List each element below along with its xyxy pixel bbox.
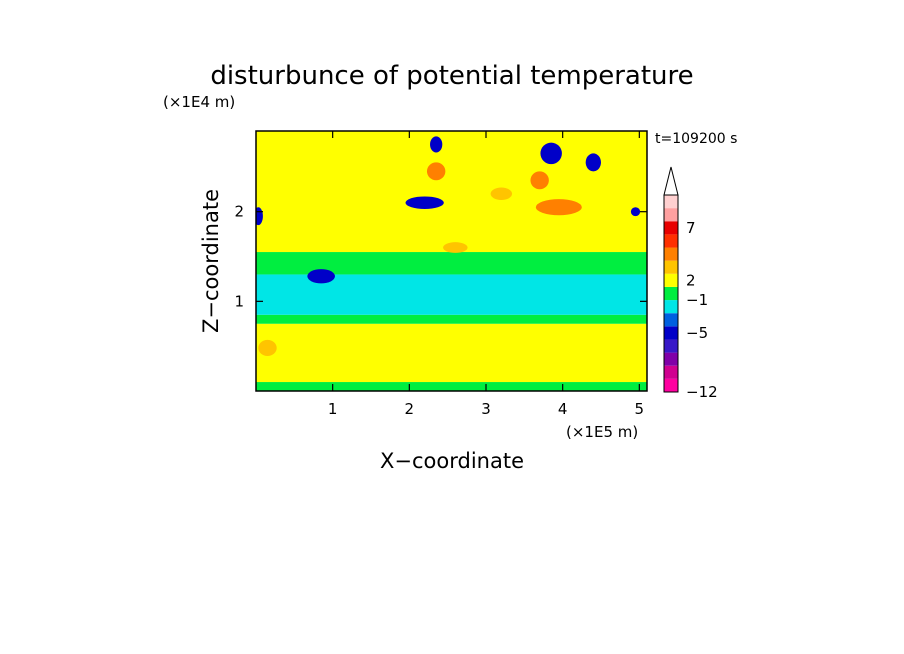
contour-plot-area bbox=[256, 131, 647, 391]
chart-title: disturbunce of potential temperature bbox=[210, 61, 693, 91]
plot-frame bbox=[255, 130, 648, 392]
contour-band-0 bbox=[256, 382, 647, 391]
y-tick-label: 1 bbox=[234, 292, 244, 310]
colorbar: −12−5−127 bbox=[663, 166, 718, 401]
contour-feature-0 bbox=[307, 269, 335, 284]
colorbar-swatch-5 bbox=[664, 313, 678, 327]
x-tick-label: 4 bbox=[558, 400, 568, 418]
x-axis-label: X−coordinate bbox=[380, 449, 524, 473]
contour-feature-2 bbox=[405, 196, 444, 209]
contour-feature-11 bbox=[443, 242, 468, 253]
colorbar-swatch-12 bbox=[664, 221, 678, 235]
contour-feature-12 bbox=[258, 339, 277, 357]
contour-feature-7 bbox=[426, 162, 446, 181]
contour-bands bbox=[256, 131, 647, 391]
y-axis-ticks: 12 bbox=[234, 203, 647, 310]
contour-feature-8 bbox=[535, 199, 582, 216]
contour-feature-4 bbox=[540, 142, 562, 165]
colorbar-frame bbox=[663, 194, 679, 393]
contour-feature-9 bbox=[530, 171, 549, 190]
contour-feature-10 bbox=[490, 187, 513, 201]
colorbar-tick-label: 2 bbox=[686, 271, 696, 289]
colorbar-swatch-1 bbox=[664, 365, 678, 379]
contour-feature-1 bbox=[256, 207, 263, 226]
colorbar-swatch-13 bbox=[664, 208, 678, 222]
x-tick-label: 3 bbox=[481, 400, 491, 418]
colorbar-swatch-11 bbox=[664, 234, 678, 248]
contour-band-4 bbox=[256, 252, 647, 275]
y-axis-label: Z−coordinate bbox=[199, 189, 223, 333]
contour-band-1 bbox=[256, 323, 647, 383]
x-tick-label: 5 bbox=[635, 400, 645, 418]
x-tick-label: 2 bbox=[405, 400, 415, 418]
colorbar-tick-label: −1 bbox=[686, 291, 708, 309]
colorbar-extend-arrow bbox=[663, 166, 679, 196]
colorbar-tick-label: −12 bbox=[686, 383, 718, 401]
colorbar-swatch-8 bbox=[664, 273, 678, 287]
time-label: t=109200 s bbox=[655, 131, 737, 147]
colorbar-swatch-0 bbox=[664, 378, 678, 392]
colorbar-tick-label: 7 bbox=[686, 219, 696, 237]
colorbar-swatch-7 bbox=[664, 286, 678, 301]
y-tick-label: 2 bbox=[234, 203, 244, 221]
x-axis-ticks: 1 2 3 4 5 bbox=[328, 131, 644, 418]
colorbar-tick-label: −5 bbox=[686, 324, 708, 342]
colorbar-swatch-2 bbox=[664, 352, 678, 366]
contour-feature-3 bbox=[430, 136, 443, 153]
contour-band-5 bbox=[256, 131, 647, 253]
contour-feature-6 bbox=[630, 207, 641, 217]
colorbar-swatch-3 bbox=[664, 339, 678, 353]
x-tick-label: 1 bbox=[328, 400, 338, 418]
colorbar-swatch-9 bbox=[664, 260, 678, 274]
colorbar-swatch-10 bbox=[664, 247, 678, 261]
x-scale-label: (×1E5 m) bbox=[566, 423, 638, 441]
colorbar-swatch-14 bbox=[664, 195, 678, 209]
colorbar-swatch-4 bbox=[664, 326, 678, 340]
contour-features bbox=[256, 136, 641, 357]
colorbar-swatch-6 bbox=[664, 300, 678, 314]
contour-band-2 bbox=[256, 314, 647, 324]
y-scale-label: (×1E4 m) bbox=[163, 93, 235, 111]
contour-feature-5 bbox=[585, 153, 601, 172]
